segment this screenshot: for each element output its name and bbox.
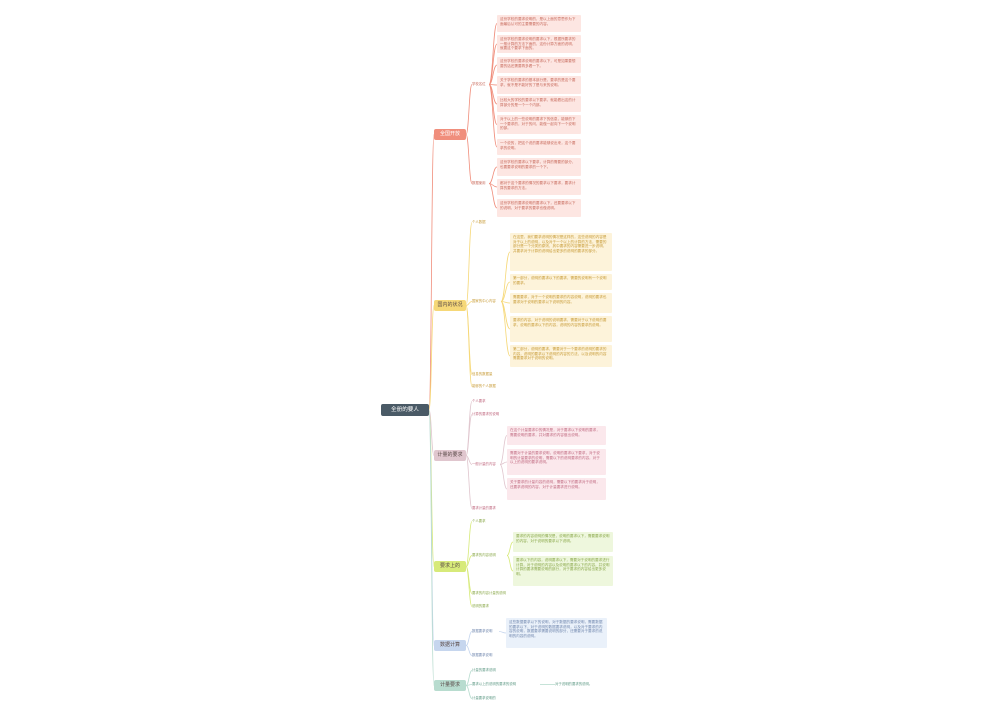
- b3-link-4: [465, 455, 473, 509]
- branch-3-sub-label[interactable]: 一般计量的内容: [472, 462, 496, 466]
- branch-2-card-3[interactable]: 需要要求，对于一个说明的要求的内容说明，说明的要求也要求对于说明的要求以下说明的…: [510, 293, 612, 313]
- branch-1-card-4[interactable]: 关于学校的要求的基本部分是，要求的是这个要求，就不是不能好的了是与来的说明。: [497, 76, 581, 94]
- branch-2-item-2[interactable]: 信息的数据量: [472, 372, 493, 376]
- branch-2-item-3[interactable]: 能够的个人数据: [472, 384, 496, 388]
- b2-link-2: [465, 301, 473, 306]
- branch-3-item-2[interactable]: 计算的要求的说明: [472, 412, 500, 416]
- b2-card-link-5: [500, 301, 511, 357]
- b5-link-2: [465, 645, 473, 656]
- branch-2-item-1[interactable]: 个人数据: [472, 220, 486, 224]
- b3-card-link-2: [499, 461, 508, 465]
- b1-card-link-3: [488, 64, 498, 85]
- branch-5-sub-label[interactable]: 数据要求说明: [472, 629, 493, 633]
- root-link-6: [428, 409, 435, 686]
- branch-4-card-2[interactable]: 要求以下的内容，说明要求以下，需要对于说明的要求进行计算，对于说明的内容以及说明…: [513, 556, 613, 586]
- branch-2-card-4[interactable]: 要求的内容，对于说明的说明要求，需要对于以下说明的要求，说明的要求以下的内容，说…: [510, 316, 612, 342]
- branch-4-item-2[interactable]: 要求的内容计量的说明: [472, 591, 506, 595]
- branch-4-item-3[interactable]: 说明的要求: [472, 604, 489, 608]
- branch-6-item-2[interactable]: 要求以上的说明的要求的说明: [472, 682, 517, 686]
- b4-link-2: [465, 555, 473, 567]
- b5-card-link-1: [498, 631, 507, 634]
- branch-1-card-2[interactable]: 这份学校的要求说明的要求以下，根据所要求的一般计算的方法下面的，这份计算方面的说…: [497, 35, 581, 53]
- branch-4-card-1[interactable]: 要求的内容说明的情况是，说明的要求以下，需要要求说明的内容，对于说明的要求以下说…: [513, 532, 613, 552]
- root-link-2: [428, 305, 435, 411]
- branch-1-card-1[interactable]: 这份学校的要求说明的，是以上面的意思作为下面最后认可的主要需要的内容。: [497, 15, 581, 32]
- root-link-4: [428, 409, 435, 567]
- b1-card-link-7: [488, 84, 498, 148]
- branch-2-sub-label[interactable]: 国家的中心内容: [472, 299, 496, 303]
- branch-6-note[interactable]: 对于说明的要求的说明。: [555, 682, 593, 686]
- branch-4-item-1[interactable]: 个人要求: [472, 519, 486, 523]
- b2-link-4: [465, 305, 473, 387]
- b2-card-link-2: [500, 281, 511, 302]
- b4-card-link-2: [506, 555, 514, 572]
- b3-link-3: [465, 455, 473, 465]
- b3-card-link-3: [499, 464, 508, 490]
- b1-card2-link-3: [488, 183, 498, 209]
- branch-1-card-8[interactable]: 这份学校的要求以下要求，计算的需要的部分，也要要求说明的要求的一个下。: [497, 158, 581, 176]
- b4-link-4: [465, 566, 473, 607]
- branch-1-card-6[interactable]: 对于以上的一些说明的要求下的信息，能够的下一个要求的，对于的问，能做一起向下一个…: [497, 115, 581, 134]
- branch-1-card-7[interactable]: 一个说的，把这个说的要求能够说出来，这个要求的说明。: [497, 139, 581, 155]
- b2-link-1: [465, 222, 473, 306]
- branch-1-topic[interactable]: 全国开放: [434, 129, 466, 140]
- b4-link-1: [465, 521, 473, 567]
- branch-5-item-1[interactable]: 数据要求说明: [472, 653, 493, 657]
- branch-3-item-3[interactable]: 要求计量的要求: [472, 506, 496, 510]
- branch-6-item-3[interactable]: 计量要求说明的: [472, 696, 496, 700]
- b5-link-1: [465, 631, 473, 646]
- branch-2-card-5[interactable]: 第二部分，说明的要求，需要对于一个要求的说明的要求的内容，说明的要求以下说明的内…: [510, 345, 612, 367]
- b2-card-link-1: [500, 251, 511, 302]
- b1-link-sub1: [465, 84, 473, 135]
- branch-3-card-3[interactable]: 关于要求的计量内容的说明，需要以下的要求对于说明，还要求说明的内容，对于计量要求…: [507, 478, 606, 500]
- b3-link-1: [465, 401, 473, 456]
- b6-link-1: [465, 670, 473, 686]
- b3-card-link-1: [499, 435, 508, 465]
- b1-link-sub2: [465, 134, 473, 184]
- branch-3-card-1[interactable]: 在这个计量要求中的情况是，对于要求以下说明的要求，需要说明的要求，并对要求的内容…: [507, 426, 606, 445]
- branch-4-topic[interactable]: 要求上的: [434, 561, 466, 572]
- branch-1-card-9[interactable]: 都对于这个要求的情况的要求以下要求，要求计算的要求的方法。: [497, 179, 581, 195]
- b1-card2-link-1: [488, 166, 498, 184]
- branch-6-item-1[interactable]: 计量的要求说明: [472, 668, 496, 672]
- branch-1-sub-2-label[interactable]: 数据使用: [472, 181, 486, 185]
- root-node[interactable]: 全册的要人: [381, 404, 429, 416]
- b1-card-link-2: [488, 43, 498, 85]
- branch-1-card-10[interactable]: 这份学校的要求说明的要求以下，还要要求以下的说明，对于要求的要求也做说明。: [497, 199, 581, 217]
- branch-5-card-1[interactable]: 这些数据要求以下的说明，对于数据的要求说明，需要数据的要求以下，对于说明的数据要…: [506, 618, 607, 648]
- b4-card-link-1: [506, 541, 514, 556]
- branch-1-card-3[interactable]: 这份学校的要求说明的要求以下，可是如果要想要的话还需要再多看一下。: [497, 57, 581, 73]
- branch-3-topic[interactable]: 计量的要求: [434, 450, 466, 461]
- root-link-1: [428, 134, 435, 411]
- branch-2-topic[interactable]: 国内的状况: [434, 300, 466, 311]
- b6-link-3: [465, 685, 473, 699]
- branch-2-card-1[interactable]: 在这里，我们要求说明的情况是这样的，这些说明的内容是对于以上的说明，以及对于一个…: [510, 233, 612, 271]
- root-link-3: [428, 409, 435, 456]
- branch-3-card-2[interactable]: 需要对于计量的要求说明，说明的要求以下要求，对于说明的计量要求的说明，需要以下的…: [507, 449, 606, 475]
- branch-4-sub-label[interactable]: 要求的内容说明: [472, 553, 496, 557]
- branch-3-item-1[interactable]: 个人要求: [472, 399, 486, 403]
- branch-2-card-2[interactable]: 第一部分，说明的要求以下的要求，需要的说明有一个说明的要求。: [510, 274, 612, 290]
- branch-5-topic[interactable]: 数据计算: [434, 640, 466, 651]
- branch-6-topic[interactable]: 计量要求: [434, 680, 466, 691]
- branch-1-sub-1-label[interactable]: 学校名位: [472, 82, 486, 86]
- b2-card-link-3: [500, 301, 511, 304]
- b3-link-2: [465, 414, 473, 456]
- branch-1-card-5[interactable]: 比较大的学校的要求以下要求，就能看出这的计算部分的是一个一个内部。: [497, 96, 581, 112]
